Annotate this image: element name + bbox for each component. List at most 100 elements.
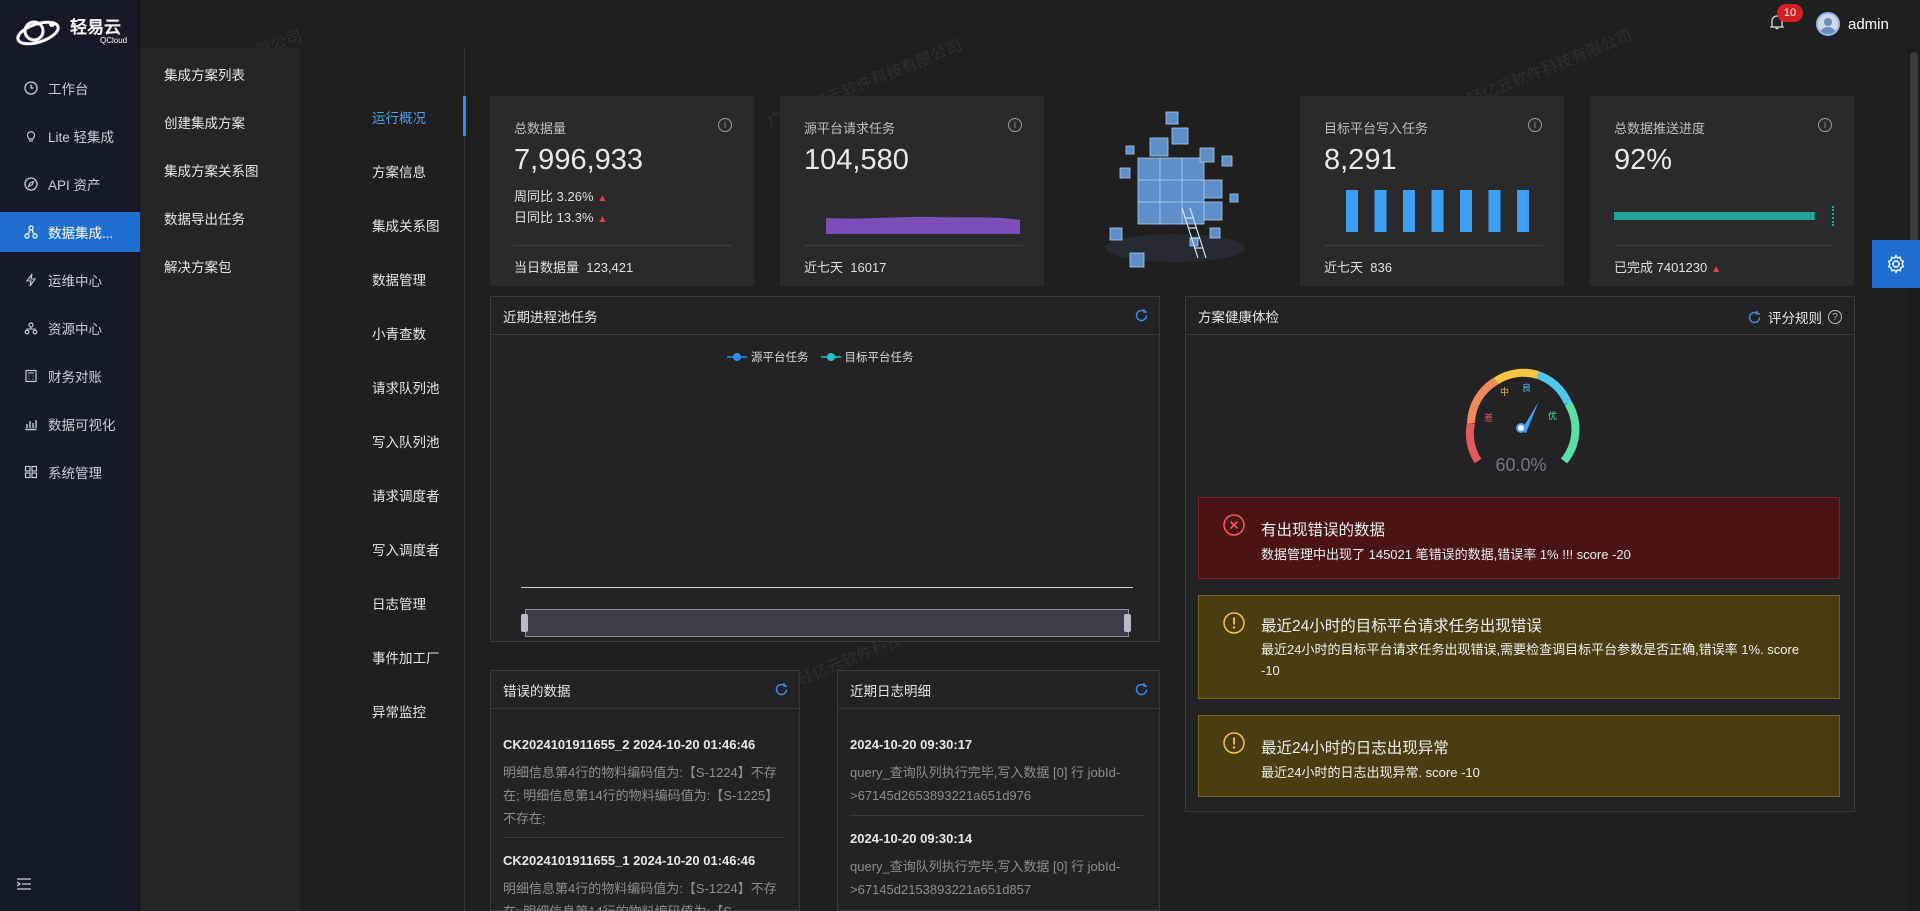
error-data-panel: 错误的数据 CK2024101911655_2 2024-10-20 01:46… [490, 670, 800, 911]
user-menu[interactable]: admin [1816, 12, 1889, 36]
refresh-icon[interactable] [1134, 682, 1149, 697]
sidebar-item-ops[interactable]: 运维中心 [0, 260, 140, 300]
settings-button[interactable] [1872, 240, 1920, 288]
tab-event-factory[interactable]: 事件加工厂 [372, 651, 440, 666]
chart-axis [521, 587, 1133, 588]
info-icon[interactable]: i [718, 118, 732, 132]
logo-icon [14, 14, 64, 50]
tab-relation-graph[interactable]: 集成关系图 [372, 219, 440, 234]
divider [503, 837, 785, 838]
progress-target-marker [1832, 206, 1834, 226]
week-label: 周同比 [514, 189, 554, 204]
info-icon[interactable]: i [1528, 118, 1542, 132]
submenu-item[interactable]: 集成方案关系图 [164, 164, 259, 179]
stat-value: 8,291 [1324, 144, 1397, 176]
target-bar [1374, 190, 1387, 232]
zoom-handle-right[interactable] [1124, 614, 1131, 632]
main-sidebar: 轻易云 QCloud 工作台 Lite 轻集成 API 资产 数据集成... 运… [0, 0, 140, 911]
legend-item[interactable]: 目标平台任务 [820, 349, 914, 365]
tab-solution-info[interactable]: 方案信息 [372, 165, 426, 180]
foot-value: 123,421 [586, 260, 634, 275]
foot-label: 近七天 [1324, 260, 1364, 275]
log-entry-time[interactable]: 2024-10-20 09:30:17 [850, 737, 973, 752]
panel-title: 错误的数据 [503, 683, 571, 699]
calculator-icon [24, 369, 38, 383]
stat-label: 总数据推送进度 [1614, 121, 1706, 136]
sidebar-item-label: 资源中心 [48, 322, 102, 337]
grid-icon [24, 465, 38, 479]
submenu-item[interactable]: 创建集成方案 [164, 116, 245, 131]
cluster-icon [24, 321, 38, 335]
panel-title: 方案健康体检 [1198, 309, 1279, 325]
scrollbar-thumb[interactable] [1910, 52, 1918, 272]
error-entry-title[interactable]: CK2024101911655_1 2024-10-20 01:46:46 [503, 853, 756, 868]
day-value: 13.3% [556, 210, 594, 225]
source-area-chart [826, 216, 1020, 234]
page-scrollbar[interactable] [1908, 48, 1920, 911]
foot-value: 16017 [850, 260, 887, 275]
sidebar-item-lite[interactable]: Lite 轻集成 [0, 116, 140, 156]
target-bar [1517, 190, 1529, 232]
tab-write-queue[interactable]: 写入队列池 [372, 435, 440, 450]
gauge-label: 优 [1548, 410, 1557, 421]
tab-request-scheduler[interactable]: 请求调度者 [372, 489, 440, 504]
tab-overview[interactable]: 运行概况 [372, 111, 426, 126]
network-icon [24, 225, 38, 239]
sidebar-item-system[interactable]: 系统管理 [0, 452, 140, 492]
refresh-icon[interactable] [1747, 310, 1762, 325]
tab-exception-monitor[interactable]: 异常监控 [372, 705, 426, 720]
help-icon[interactable]: ? [1828, 310, 1842, 324]
tabs-divider [464, 48, 465, 911]
error-entry-body: 明细信息第4行的物料编码值为:【S-1224】不存在; 明细信息第14行的物料编… [503, 881, 777, 911]
sidebar-item-workbench[interactable]: 工作台 [0, 68, 140, 108]
alert-title: 有出现错误的数据 [1261, 522, 1386, 539]
alert-description: 最近24小时的目标平台请求任务出现错误,需要检查调目标平台参数是否正确,错误率 … [1261, 642, 1800, 678]
stat-label: 目标平台写入任务 [1324, 121, 1429, 136]
app-logo[interactable]: 轻易云 QCloud [14, 14, 127, 50]
legend-item[interactable]: 源平台任务 [727, 349, 809, 365]
sidebar-item-visualization[interactable]: 数据可视化 [0, 404, 140, 444]
recent-logs-panel: 近期日志明细 2024-10-20 09:30:17 query_查询队列执行完… [837, 670, 1160, 911]
log-entry-time[interactable]: 2024-10-20 09:30:14 [850, 831, 973, 846]
info-icon[interactable]: i [1818, 118, 1832, 132]
error-entry-title[interactable]: CK2024101911655_2 2024-10-20 01:46:46 [503, 737, 756, 752]
tab-request-queue[interactable]: 请求队列池 [372, 381, 440, 396]
alert-description: 最近24小时的日志出现异常. score -10 [1261, 765, 1480, 780]
alert-description: 数据管理中出现了 145021 笔错误的数据,错误率 1% !!! score … [1261, 547, 1631, 562]
tab-write-scheduler[interactable]: 写入调度者 [372, 543, 440, 558]
zoom-handle-left[interactable] [521, 614, 528, 632]
stat-foot: 近七天 836 [1324, 257, 1392, 276]
refresh-icon[interactable] [774, 682, 789, 697]
stat-value: 92% [1614, 144, 1673, 176]
stat-foot: 当日数据量 123,421 [514, 257, 633, 276]
sidebar-item-api[interactable]: API 资产 [0, 164, 140, 204]
submenu-item[interactable]: 解决方案包 [164, 260, 232, 275]
gauge-score: 60.0% [1495, 455, 1546, 475]
submenu-item[interactable]: 集成方案列表 [164, 68, 245, 83]
health-score-gauge: 差 中 良 优 60.0% [1465, 368, 1580, 475]
gear-icon [1887, 254, 1905, 274]
menu-collapse-icon[interactable] [16, 877, 32, 894]
stat-foot: 已完成 7401230 ▲ [1614, 257, 1721, 276]
stat-card-push-progress: 总数据推送进度 i 92% 已完成 7401230 ▲ [1590, 96, 1854, 286]
tab-log-management[interactable]: 日志管理 [372, 597, 426, 612]
gauge-label: 良 [1522, 382, 1531, 393]
gauge-label: 中 [1500, 386, 1509, 397]
data-zoom-slider[interactable] [525, 609, 1129, 637]
tab-data-management[interactable]: 数据管理 [372, 273, 426, 288]
process-pool-panel: 近期进程池任务 源平台任务 目标平台任务 [490, 296, 1160, 642]
submenu-item[interactable]: 数据导出任务 [164, 212, 245, 227]
target-bar [1403, 190, 1415, 232]
stat-foot: 近七天 16017 [804, 257, 886, 276]
sidebar-item-resources[interactable]: 资源中心 [0, 308, 140, 348]
stat-label: 源平台请求任务 [804, 121, 896, 136]
username: admin [1848, 15, 1889, 33]
scoring-rules-link[interactable]: 评分规则 ? [1747, 307, 1842, 327]
refresh-icon[interactable] [1134, 308, 1149, 323]
detail-tabs: 运行概况 方案信息 集成关系图 数据管理 小青查数 请求队列池 写入队列池 请求… [300, 48, 466, 911]
info-icon[interactable]: i [1008, 118, 1022, 132]
sidebar-item-data-integration[interactable]: 数据集成... [0, 212, 140, 252]
sidebar-item-finance[interactable]: 财务对账 [0, 356, 140, 396]
tab-data-query[interactable]: 小青查数 [372, 327, 426, 342]
progress-track [1614, 212, 1832, 220]
